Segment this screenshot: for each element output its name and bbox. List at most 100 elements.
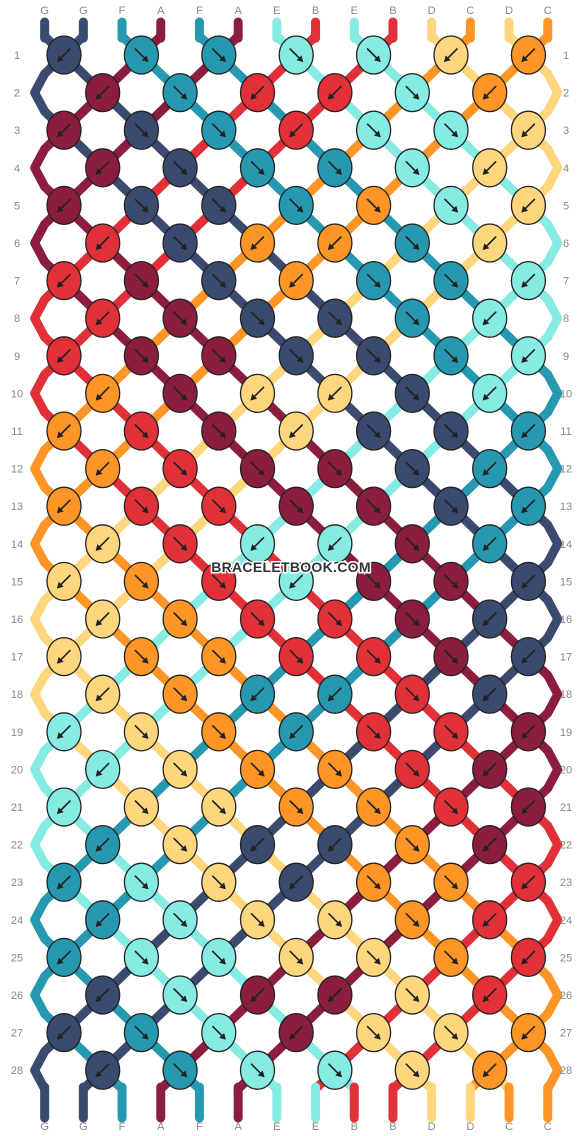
knot-direction-arrowhead-icon: [335, 168, 342, 175]
string-letter-bottom: G: [40, 1121, 49, 1133]
knot-direction-arrowhead-icon: [56, 356, 64, 363]
knot-direction-arrowhead-icon: [180, 243, 188, 251]
knot-direction-arrowhead-icon: [250, 995, 258, 1003]
row-number-left: 8: [14, 313, 20, 325]
knot-direction-arrowhead-icon: [180, 844, 188, 852]
row-number-right: 10: [560, 388, 572, 400]
knot-direction-arrowhead-icon: [219, 130, 226, 138]
knot-direction-arrowhead-icon: [257, 619, 265, 627]
row-number-left: 25: [11, 952, 23, 964]
knot-direction-arrowhead-icon: [521, 280, 529, 288]
knot-direction-arrowhead-icon: [373, 1032, 381, 1040]
knot-direction-arrowhead-icon: [257, 468, 265, 476]
row-number-left: 3: [14, 125, 20, 137]
knot-direction-arrowhead-icon: [335, 769, 342, 777]
knot-direction-arrowhead-icon: [373, 431, 381, 439]
knot-direction-arrowhead-icon: [95, 544, 103, 551]
knot-direction-arrowhead-icon: [451, 130, 459, 138]
row-number-right: 22: [560, 840, 572, 852]
row-number-right: 20: [560, 764, 572, 776]
row-number-right: 27: [560, 1028, 572, 1040]
row-number-left: 22: [11, 840, 23, 852]
row-number-right: 17: [560, 652, 572, 664]
knot-direction-arrowhead-icon: [521, 506, 529, 514]
knot-direction-arrowhead-icon: [141, 506, 149, 514]
knot-direction-arrowhead-icon: [141, 957, 149, 965]
knot-direction-arrowhead-icon: [451, 506, 459, 514]
knot-direction-arrowhead-icon: [219, 506, 226, 514]
knot-direction-arrowhead-icon: [141, 356, 149, 363]
string-letter-bottom: E: [312, 1121, 319, 1133]
string-letter-bottom: D: [428, 1121, 436, 1133]
knot-direction-arrowhead-icon: [219, 55, 226, 63]
string-letter-top: E: [273, 5, 280, 17]
knot-direction-arrowhead-icon: [95, 844, 103, 852]
row-number-right: 8: [563, 313, 569, 325]
row-number-left: 4: [14, 163, 20, 175]
knot-direction-arrowhead-icon: [327, 544, 335, 551]
row-number-left: 10: [11, 388, 23, 400]
knot-direction-arrowhead-icon: [219, 431, 226, 439]
knot-direction-arrowhead-icon: [521, 581, 529, 589]
knot-direction-arrowhead-icon: [451, 1032, 459, 1040]
knot-direction-arrowhead-icon: [257, 920, 265, 927]
knot-direction-arrowhead-icon: [180, 168, 188, 175]
row-number-left: 24: [11, 915, 23, 927]
knot-direction-arrowhead-icon: [335, 468, 342, 476]
edge-thread-segment: [30, 370, 50, 417]
string-letter-bottom: A: [157, 1121, 165, 1133]
knot-direction-arrowhead-icon: [412, 1070, 420, 1078]
string-letter-bottom: C: [544, 1121, 552, 1133]
knot-direction-arrowhead-icon: [250, 694, 258, 702]
knot-direction-arrowhead-icon: [141, 581, 149, 589]
knot-direction-arrowhead-icon: [412, 694, 420, 702]
edge-thread-segment: [543, 219, 563, 267]
knot-direction-arrowhead-icon: [56, 280, 64, 288]
knot-direction-arrowhead-icon: [451, 807, 459, 815]
knot-direction-arrowhead-icon: [373, 280, 381, 288]
knot-direction-arrowhead-icon: [289, 581, 296, 589]
knot-layer: [46, 35, 547, 1090]
string-letter-bottom: E: [273, 1121, 280, 1133]
row-number-left: 12: [11, 464, 23, 476]
knot-direction-arrowhead-icon: [521, 807, 529, 815]
edge-thread-segment: [543, 971, 563, 1019]
row-number-right: 21: [560, 802, 572, 814]
knot-direction-arrowhead-icon: [521, 957, 529, 965]
row-number-left: 26: [11, 990, 23, 1002]
knot-direction-arrowhead-icon: [141, 807, 149, 815]
knot-direction-arrowhead-icon: [482, 468, 490, 476]
row-number-left: 2: [14, 88, 20, 100]
knot-direction-arrowhead-icon: [482, 995, 490, 1003]
row-number-left: 20: [11, 764, 23, 776]
row-number-left: 15: [11, 576, 23, 588]
knot-direction-arrowhead-icon: [219, 1032, 226, 1040]
knot-direction-arrowhead-icon: [180, 544, 188, 551]
knot-direction-arrowhead-icon: [412, 769, 420, 777]
knot-direction-arrowhead-icon: [327, 243, 335, 251]
edge-thread-segment: [543, 670, 563, 718]
string-letter-top: A: [234, 5, 242, 17]
knot-direction-arrowhead-icon: [219, 280, 226, 288]
row-number-right: 16: [560, 614, 572, 626]
knot-direction-arrowhead-icon: [482, 393, 490, 401]
row-number-left: 5: [14, 200, 20, 212]
knot-direction-arrowhead-icon: [482, 318, 490, 326]
knot-direction-arrowhead-icon: [451, 581, 459, 589]
knot-direction-arrowhead-icon: [373, 205, 381, 213]
knot-direction-arrowhead-icon: [56, 55, 64, 63]
knot-direction-arrowhead-icon: [95, 995, 103, 1003]
knot-direction-arrowhead-icon: [219, 581, 226, 589]
edge-thread-segment: [30, 144, 50, 192]
knot-direction-arrowhead-icon: [373, 957, 381, 965]
knot-direction-arrowhead-icon: [327, 92, 335, 100]
knot-direction-arrowhead-icon: [296, 957, 304, 965]
knot-direction-arrowhead-icon: [451, 280, 459, 288]
knot-direction-arrowhead-icon: [56, 130, 64, 138]
knot-direction-arrowhead-icon: [521, 656, 529, 664]
knot-direction-arrowhead-icon: [412, 168, 420, 175]
edge-thread-segment: [30, 746, 50, 793]
knot-direction-arrowhead-icon: [412, 544, 420, 551]
knot-direction-arrowhead-icon: [521, 130, 529, 138]
